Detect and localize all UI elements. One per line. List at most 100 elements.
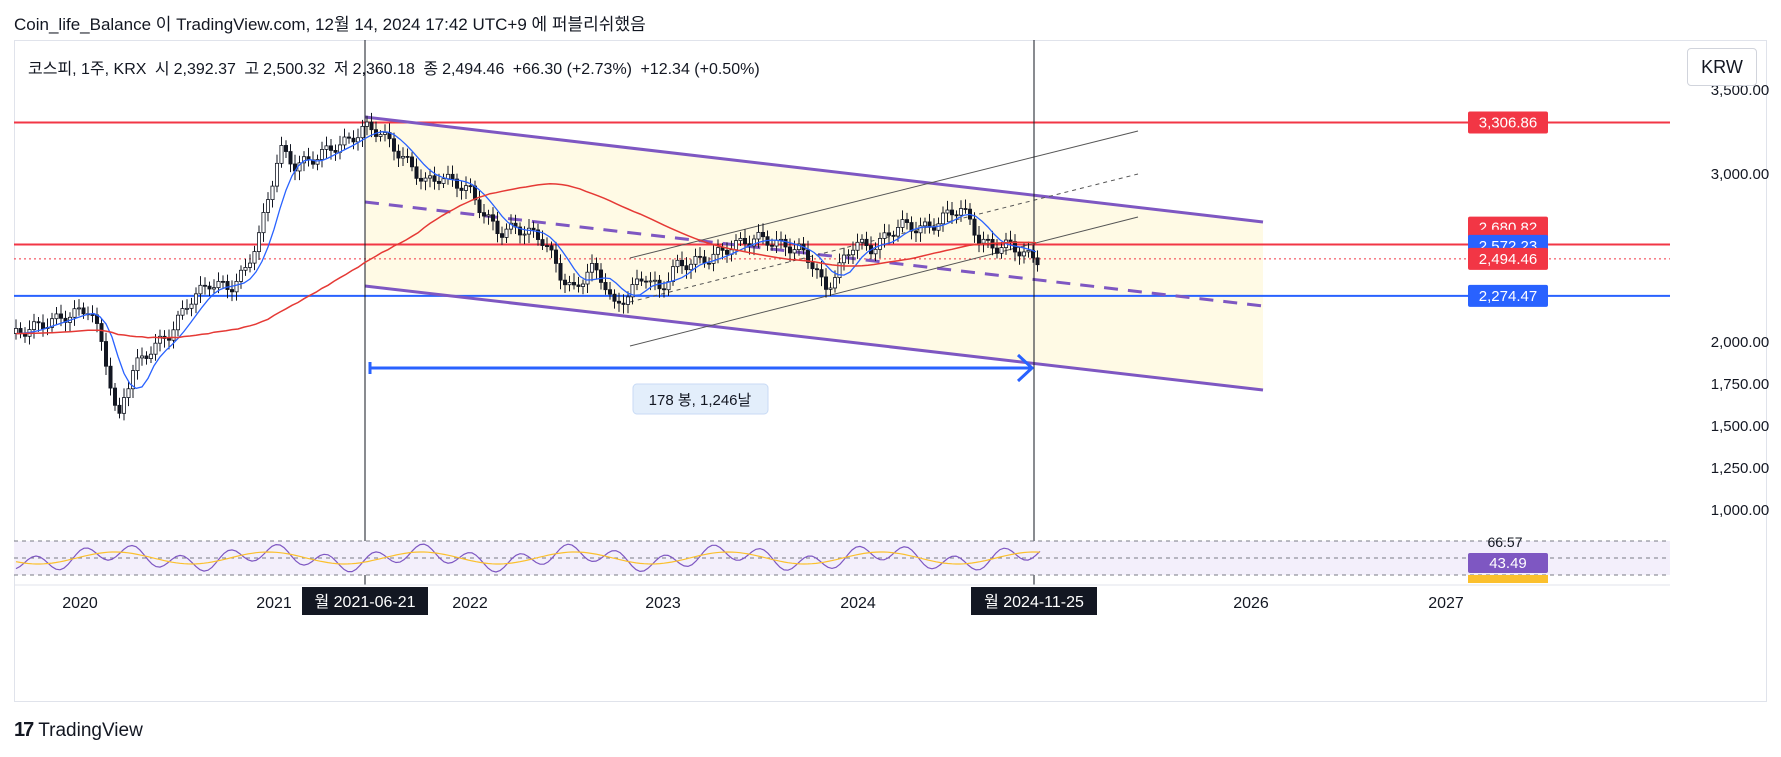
date-marker-box[interactable] [302, 587, 428, 615]
candle-body [774, 239, 779, 247]
candle-body [941, 212, 946, 225]
rising-channel-upper[interactable] [629, 130, 1139, 259]
candle-body [216, 280, 221, 289]
price-label-box[interactable] [1468, 247, 1548, 270]
candle-body [108, 365, 113, 389]
candle-body [13, 328, 18, 334]
low-value: 2,360.18 [352, 61, 415, 78]
close-value: 2,494.46 [442, 61, 505, 78]
candle-body [256, 232, 261, 252]
candle-body [590, 263, 595, 273]
candle-body [846, 254, 851, 257]
candle-body [932, 226, 937, 231]
rsi-current-box[interactable] [1468, 553, 1548, 573]
candle-body [864, 238, 869, 246]
candle-body [180, 308, 185, 316]
candle-body [238, 269, 243, 282]
candle-body [198, 284, 203, 295]
candle-body [270, 185, 275, 201]
candle-body [364, 121, 369, 127]
price-label-text: 2,494.46 [1479, 251, 1537, 268]
candle-body [378, 133, 383, 137]
rsi-tick-label: 66.57 [1487, 534, 1522, 550]
candle-body [175, 314, 180, 331]
candle-body [418, 177, 423, 182]
candle-body [918, 225, 923, 234]
date-marker-label: 월 2024-11-25 [984, 593, 1084, 611]
price-label-box[interactable] [1468, 284, 1548, 307]
time-axis-label: 2021 [256, 595, 292, 612]
channel-fill [365, 117, 1263, 390]
candle-body [689, 263, 694, 271]
candle-body [153, 342, 158, 355]
candle-body [459, 187, 464, 191]
channel-lower-line[interactable] [364, 284, 1264, 392]
candle-body [504, 228, 509, 238]
range-annotation-box[interactable] [632, 383, 769, 415]
symbol-name[interactable]: 코스피, 1주, KRX [28, 61, 147, 78]
candle-body [1022, 251, 1027, 257]
candle-body [369, 121, 374, 131]
tradingview-logo-icon: 17 [14, 719, 34, 741]
candle-body [441, 178, 446, 184]
candle-body [207, 285, 212, 290]
candle-body [617, 300, 622, 304]
candle-body [122, 397, 127, 414]
publisher-name[interactable]: Coin_life_Balance [14, 15, 152, 34]
candle-body [414, 166, 419, 179]
candle-body [225, 281, 230, 290]
high-value: 2,500.32 [263, 61, 326, 78]
candle-body [135, 357, 140, 372]
price-tick-label: 2,000.00 [1711, 334, 1769, 351]
rising-channel-lower[interactable] [629, 216, 1139, 347]
candle-body [283, 145, 288, 152]
candle-body [671, 266, 676, 282]
high-label: 고 [244, 61, 260, 78]
candle-body [157, 335, 162, 344]
currency-button[interactable]: KRW [1687, 48, 1757, 86]
price-label-text: 3,306.86 [1479, 114, 1537, 131]
ma-long-line[interactable] [15, 182, 1037, 339]
rsi-ma-line[interactable] [15, 551, 1041, 565]
candle-body [851, 249, 856, 256]
candle-body [288, 151, 293, 165]
candle-body [837, 262, 842, 279]
candle-body [698, 255, 703, 258]
candle-body [450, 173, 455, 180]
tradingview-logo[interactable]: 17 TradingView [14, 719, 143, 742]
candle-body [783, 238, 788, 248]
candle-body [819, 269, 824, 278]
candle-body [274, 162, 279, 187]
candle-body [549, 245, 554, 251]
candle-body [139, 355, 144, 359]
candle-body [234, 280, 239, 293]
range-arrow-head [1016, 353, 1035, 383]
candle-body [499, 233, 504, 238]
candle-body [117, 404, 122, 414]
candle-body [882, 232, 887, 239]
price-label-box[interactable] [1468, 111, 1548, 134]
candle-body [581, 283, 586, 287]
candle-body [193, 293, 198, 305]
candle-body [54, 313, 59, 320]
candle-body [860, 238, 865, 243]
channel-upper-line[interactable] [364, 115, 1264, 224]
candle-body [166, 338, 171, 341]
candle-body [756, 231, 761, 240]
candle-body [126, 388, 131, 398]
candle-body [508, 222, 513, 230]
ma-short-line[interactable] [15, 131, 1037, 390]
rsi-line[interactable] [15, 543, 1041, 573]
date-marker-box[interactable] [971, 587, 1097, 615]
candle-body [355, 137, 360, 143]
candle-body [252, 251, 257, 264]
change-value: +66.30 (+2.73%) [512, 61, 632, 78]
candle-body [90, 314, 95, 316]
channel-mid-line[interactable] [364, 200, 1264, 308]
candle-body [72, 308, 77, 318]
candle-body [644, 280, 649, 283]
candle-body [477, 199, 482, 214]
candle-body [999, 247, 1004, 254]
candle-body [531, 227, 536, 231]
